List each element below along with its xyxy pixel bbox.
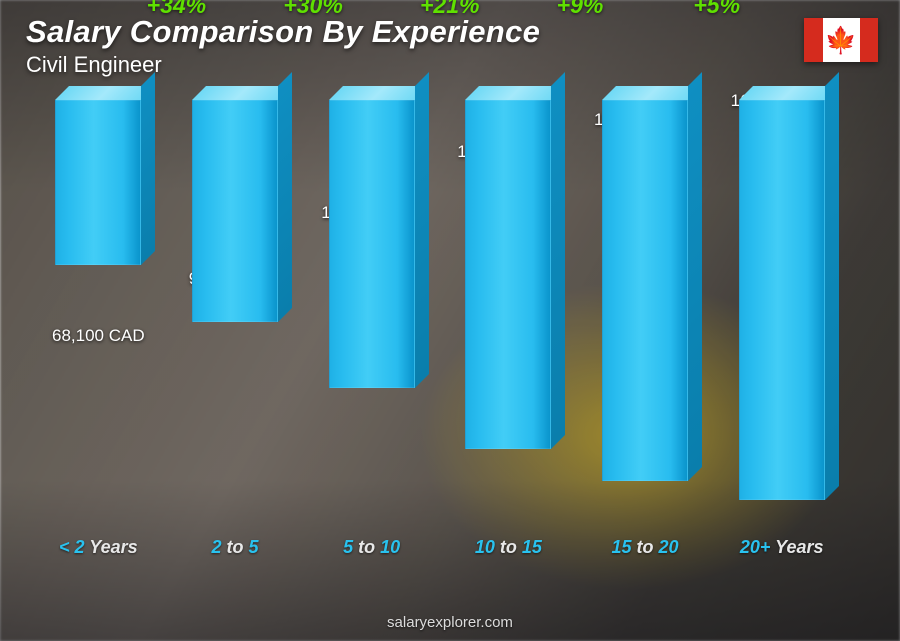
percent-increase-label: +30% (283, 0, 342, 19)
x-axis-tick-label: 2 to 5 (167, 537, 304, 565)
bar-top (192, 86, 292, 100)
bar (329, 100, 415, 388)
bars-container: 68,100 CAD91,500 CAD119,000 CAD144,000 C… (30, 100, 850, 533)
bar-slot: 91,500 CAD (167, 100, 304, 533)
percent-increase-label: +5% (693, 0, 740, 19)
x-axis-labels: < 2 Years2 to 55 to 1010 to 1515 to 2020… (30, 537, 850, 565)
maple-leaf-icon: 🍁 (825, 27, 857, 53)
x-axis-tick-label: 5 to 10 (303, 537, 440, 565)
bar-side (278, 72, 292, 322)
page-title: Salary Comparison By Experience (26, 14, 540, 50)
salary-bar-chart: 68,100 CAD91,500 CAD119,000 CAD144,000 C… (30, 100, 850, 561)
bar-face (55, 100, 141, 265)
percent-increase-label: +9% (557, 0, 604, 19)
title-block: Salary Comparison By Experience Civil En… (26, 14, 540, 78)
bar-slot: 144,000 CAD (440, 100, 577, 533)
bar-slot: 68,100 CAD (30, 100, 167, 533)
bar-slot: 119,000 CAD (303, 100, 440, 533)
percent-increase-label: +21% (420, 0, 479, 19)
percent-increase-label: +34% (147, 0, 206, 19)
bar (192, 100, 278, 322)
flag-band-left (804, 18, 823, 62)
x-axis-tick-label: 15 to 20 (577, 537, 714, 565)
flag-band-right (860, 18, 879, 62)
bar-value-label: 68,100 CAD (18, 326, 178, 346)
bar-face (739, 100, 825, 500)
country-flag-canada: 🍁 (804, 18, 878, 62)
bar-top (739, 86, 839, 100)
bar-side (825, 72, 839, 500)
x-axis-tick-label: 20+ Years (713, 537, 850, 565)
bar-top (329, 86, 429, 100)
bar-side (415, 72, 429, 388)
bar-side (551, 72, 565, 449)
bar (465, 100, 551, 449)
bar-side (141, 72, 155, 265)
bar (739, 100, 825, 500)
bar (602, 100, 688, 481)
bar-face (192, 100, 278, 322)
bar-slot: 165,000 CAD (713, 100, 850, 533)
bar-face (602, 100, 688, 481)
footer-attribution: salaryexplorer.com (0, 614, 900, 631)
bar-slot: 157,000 CAD (577, 100, 714, 533)
bar-side (688, 72, 702, 481)
x-axis-tick-label: < 2 Years (30, 537, 167, 565)
bar-face (329, 100, 415, 388)
bar-face (465, 100, 551, 449)
page-subtitle: Civil Engineer (26, 52, 540, 78)
bar (55, 100, 141, 265)
flag-center: 🍁 (823, 18, 860, 62)
x-axis-tick-label: 10 to 15 (440, 537, 577, 565)
